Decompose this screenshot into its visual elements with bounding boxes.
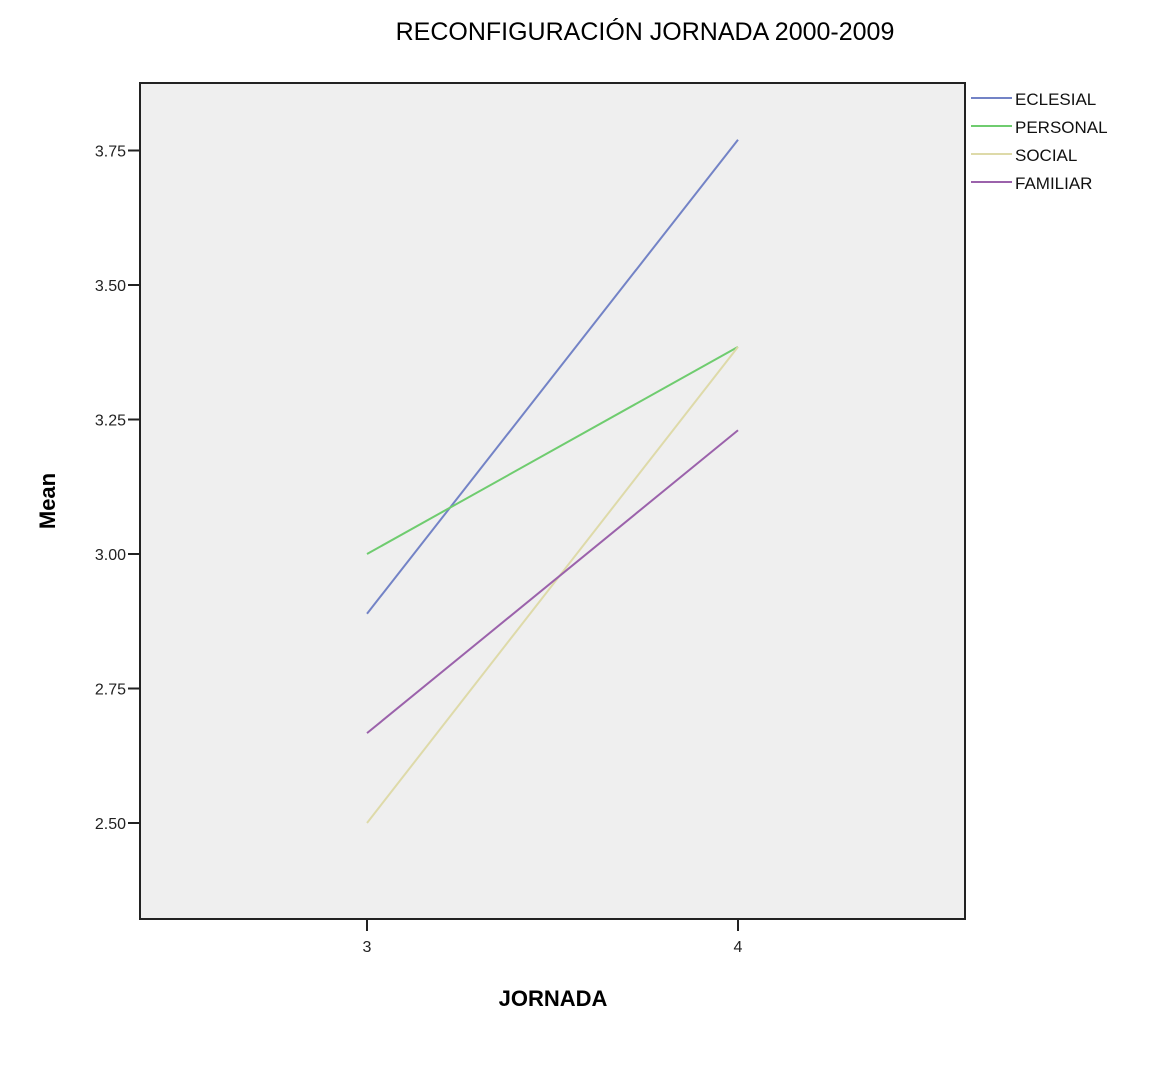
- x-tick-label: 4: [734, 939, 743, 956]
- series-line-eclesial: [366, 139, 739, 615]
- series-lines: [366, 139, 739, 824]
- x-tick-label: 3: [363, 939, 372, 956]
- x-axis-label: JORNADA: [499, 986, 608, 1011]
- series-line-personal: [366, 345, 739, 555]
- y-axis: 2.50 2.75 3.00 3.25 3.50 3.75: [95, 144, 140, 833]
- series-line-social: [366, 346, 739, 824]
- legend-label: PERSONAL: [1015, 118, 1108, 137]
- legend-label: ECLESIAL: [1015, 90, 1096, 109]
- y-tick-label: 3.00: [95, 547, 126, 564]
- y-tick-label: 2.75: [95, 682, 126, 699]
- chart-title: RECONFIGURACIÓN JORNADA 2000-2009: [396, 17, 895, 46]
- legend-label: FAMILIAR: [1015, 174, 1092, 193]
- plot-area: [139, 82, 966, 920]
- legend: ECLESIAL PERSONAL SOCIAL FAMILIAR: [971, 90, 1108, 193]
- series-line-familiar: [366, 429, 739, 734]
- y-tick-label: 3.25: [95, 413, 126, 430]
- y-tick-label: 3.75: [95, 144, 126, 161]
- y-tick-label: 3.50: [95, 278, 126, 295]
- y-tick-label: 2.50: [95, 816, 126, 833]
- legend-label: SOCIAL: [1015, 146, 1077, 165]
- y-axis-label: Mean: [35, 473, 60, 529]
